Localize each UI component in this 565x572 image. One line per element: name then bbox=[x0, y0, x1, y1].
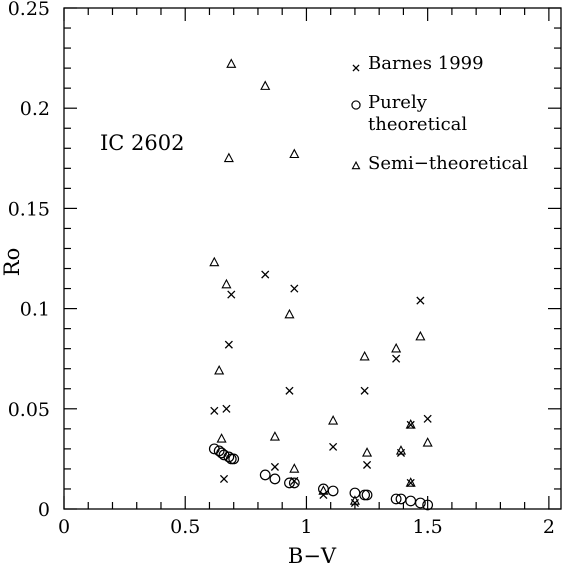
barnes-point bbox=[406, 478, 415, 488]
legend-marker bbox=[351, 160, 361, 170]
semi-theoretical-point bbox=[216, 433, 227, 443]
barnes-point bbox=[290, 284, 299, 293]
barnes-point bbox=[406, 420, 415, 429]
semi-theoretical-point bbox=[328, 415, 339, 425]
barnes-point bbox=[261, 270, 270, 279]
x-tick-label: 0.5 bbox=[170, 516, 200, 538]
theoretical-point bbox=[405, 495, 417, 507]
semi-theoretical-point bbox=[415, 330, 426, 341]
x-tick-label: 1.5 bbox=[413, 516, 443, 538]
barnes-point bbox=[224, 340, 233, 349]
theoretical-point bbox=[259, 469, 271, 481]
axis-tick-labels: 0 0.5 1 1.5 2 0 0.05 0.1 0.15 0.2 0.25 bbox=[8, 0, 555, 538]
legend-label: theoretical bbox=[368, 114, 467, 135]
semi-theoretical-point bbox=[214, 364, 225, 375]
semi-theoretical-point bbox=[422, 437, 433, 447]
barnes-point bbox=[329, 442, 338, 451]
barnes-point bbox=[360, 386, 369, 395]
theoretical-point bbox=[361, 489, 373, 501]
semi-theoretical-point bbox=[361, 447, 373, 457]
semi-theoretical-point bbox=[223, 152, 234, 163]
legend-marker bbox=[351, 100, 361, 110]
theoretical-point bbox=[288, 477, 300, 489]
y-tick-label: 0 bbox=[38, 499, 50, 521]
theoretical-point bbox=[223, 451, 235, 463]
semi-theoretical-point bbox=[359, 350, 370, 361]
y-tick-label: 0.25 bbox=[8, 0, 50, 20]
semi-theoretical-point bbox=[318, 485, 329, 495]
legend-label: Purely bbox=[368, 92, 428, 113]
y-axis-label: Ro bbox=[0, 248, 24, 276]
legend-label: Semi−theoretical bbox=[368, 153, 528, 174]
semi-theoretical-point bbox=[226, 58, 237, 68]
barnes-point bbox=[270, 462, 279, 471]
barnes-point bbox=[285, 386, 294, 395]
barnes-point bbox=[227, 290, 236, 299]
y-tick-label: 0.15 bbox=[8, 198, 50, 220]
semi-theoretical-point bbox=[221, 278, 232, 289]
barnes-point bbox=[416, 296, 425, 305]
theoretical-point bbox=[327, 485, 339, 497]
semi-theoretical-point bbox=[269, 431, 280, 441]
barnes-point bbox=[362, 460, 372, 469]
y-tick-label: 0.05 bbox=[8, 399, 50, 421]
legend-label: Barnes 1999 bbox=[368, 53, 484, 74]
plot-frame bbox=[63, 7, 562, 510]
semi-theoretical-point bbox=[391, 342, 402, 353]
theoretical-point bbox=[359, 489, 371, 501]
theoretical-point bbox=[284, 477, 295, 489]
semi-theoretical-point bbox=[405, 419, 416, 429]
data-points bbox=[208, 58, 434, 511]
x-tick-label: 1 bbox=[300, 516, 312, 538]
barnes-point bbox=[219, 474, 229, 483]
axis-ticks bbox=[63, 7, 561, 510]
legend-marker bbox=[352, 64, 360, 72]
y-tick-label: 0.1 bbox=[20, 299, 50, 321]
semi-theoretical-point bbox=[349, 495, 360, 505]
theoretical-point bbox=[216, 447, 227, 459]
x-tick-label: 0 bbox=[58, 516, 70, 538]
y-tick-label: 0.2 bbox=[20, 98, 50, 120]
semi-theoretical-point bbox=[260, 80, 271, 90]
barnes-point bbox=[222, 404, 231, 413]
chart-annotation: IC 2602 bbox=[100, 131, 184, 155]
semi-theoretical-point bbox=[284, 308, 295, 319]
x-axis-label: B−V bbox=[288, 544, 337, 568]
theoretical-point bbox=[269, 473, 281, 485]
barnes-point bbox=[423, 414, 432, 423]
barnes-point bbox=[392, 354, 401, 363]
theoretical-point bbox=[414, 497, 426, 509]
semi-theoretical-point bbox=[289, 463, 300, 473]
semi-theoretical-point bbox=[395, 445, 407, 455]
barnes-point bbox=[210, 406, 219, 415]
x-tick-label: 2 bbox=[543, 516, 555, 538]
theoretical-point bbox=[390, 493, 402, 505]
theoretical-point bbox=[228, 453, 240, 465]
theoretical-point bbox=[422, 499, 434, 511]
semi-theoretical-point bbox=[209, 256, 220, 267]
semi-theoretical-point bbox=[289, 148, 300, 159]
semi-theoretical-point bbox=[405, 477, 416, 487]
theoretical-point bbox=[225, 453, 237, 465]
